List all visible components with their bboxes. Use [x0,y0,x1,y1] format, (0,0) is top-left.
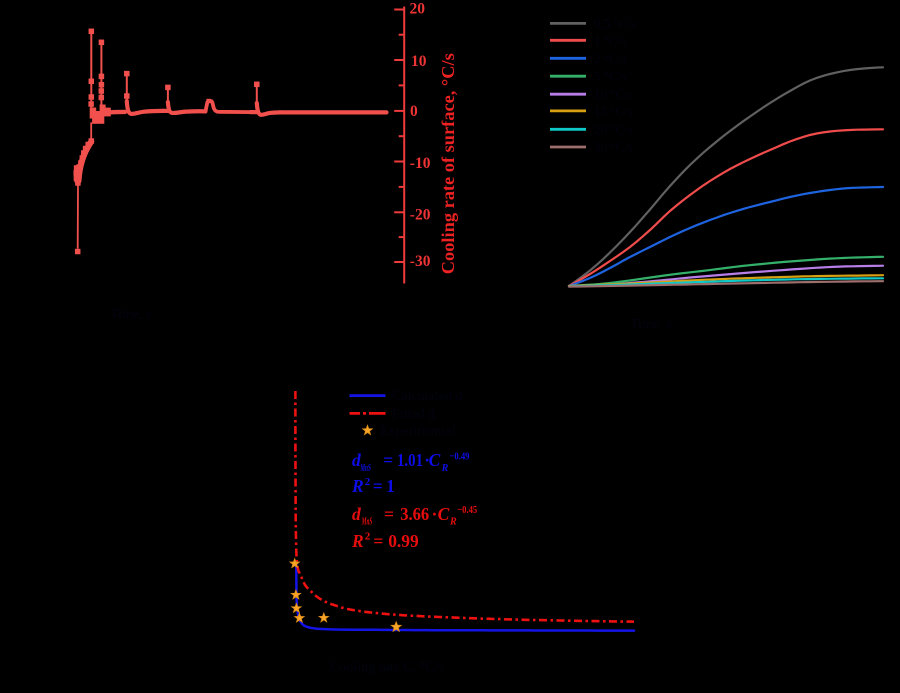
svg-text:Fitted d: Fitted d [392,407,435,422]
svg-text:0.5 °C/s: 0.5 °C/s [594,16,636,31]
svg-text:15 °C/s: 15 °C/s [594,103,633,118]
svg-text:-30: -30 [410,253,431,270]
svg-text:20: 20 [410,1,426,18]
svg-text:·: · [424,450,430,470]
svg-text:·: · [432,504,438,524]
svg-text:5 °C/s: 5 °C/s [594,69,626,84]
svg-text:Calculated d: Calculated d [392,389,462,404]
svg-text:1: 1 [386,476,395,496]
svg-text:Time, s: Time, s [110,307,152,322]
svg-text:20 °C/s: 20 °C/s [594,122,633,137]
svg-text:=: = [384,504,394,524]
svg-text:C: C [429,450,441,470]
svg-text:d: d [352,504,361,524]
svg-text:Cooling rate of surface, °C/s: Cooling rate of surface, °C/s [438,53,458,274]
svg-text:R: R [449,516,457,527]
svg-text:2: 2 [365,531,371,543]
svg-text:0.99: 0.99 [388,531,419,551]
svg-text:0: 0 [410,103,418,120]
svg-text:=: = [383,450,393,470]
svg-text:Experimental: Experimental [380,424,456,439]
svg-text:C: C [438,504,450,524]
svg-text:MnS: MnS [360,463,371,474]
svg-text:30 °C/s: 30 °C/s [594,140,633,155]
svg-text:Cooling rate C, °C/s: Cooling rate C, °C/s [330,660,444,675]
svg-text:=: = [373,476,383,496]
svg-text:=: = [373,531,383,551]
svg-text:1.01: 1.01 [397,450,423,470]
svg-text:10 °C/s: 10 °C/s [594,87,633,102]
svg-text:R: R [351,476,364,496]
svg-text:−0.49: −0.49 [450,451,470,463]
svg-text:-10: -10 [410,155,431,172]
svg-text:2 °C/s: 2 °C/s [594,51,626,66]
svg-text:d: d [352,450,361,470]
svg-text:-20: -20 [410,206,431,223]
svg-text:R: R [351,531,364,551]
svg-text:R: R [441,463,449,474]
svg-text:MnS: MnS [361,516,372,527]
svg-text:2: 2 [365,476,371,488]
svg-text:−0.45: −0.45 [457,504,477,516]
svg-text:10: 10 [411,53,427,70]
svg-text:Time, s: Time, s [630,317,672,332]
svg-text:1 °C/s: 1 °C/s [594,33,626,48]
svg-text:3.66: 3.66 [400,504,429,524]
